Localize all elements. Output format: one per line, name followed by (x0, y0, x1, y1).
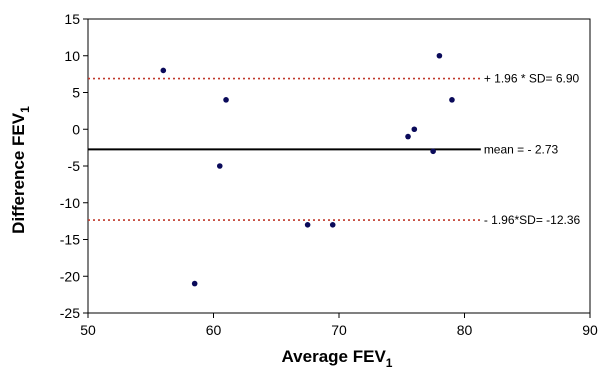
x-tick-label: 80 (457, 322, 473, 338)
data-point (411, 126, 418, 133)
x-tick-label: 70 (331, 322, 347, 338)
data-points (160, 52, 455, 287)
data-point (304, 222, 311, 228)
plot-border (87, 18, 591, 314)
reference-line-label: mean = - 2.73 (484, 142, 559, 156)
y-tick-label: -15 (60, 232, 80, 248)
reference-line-label: + 1.96 * SD= 6.90 (484, 72, 580, 86)
reference-lines: + 1.96 * SD= 6.90 mean = - 2.73 - 1.96*SD=… (88, 72, 581, 227)
y-tick-label: 15 (64, 11, 80, 27)
y-axis-title-main: Difference FEV (9, 112, 28, 234)
x-tick-label: 90 (582, 322, 598, 338)
data-point (160, 67, 167, 74)
y-tick-label: -10 (60, 195, 80, 211)
x-axis: 50 60 70 80 90 (80, 313, 598, 338)
y-axis-title: Difference FEV1 (9, 106, 32, 234)
data-point (405, 133, 411, 140)
y-tick-label: -20 (60, 268, 80, 284)
y-axis: -25 -20 -15 -10 -5 0 5 10 15 (60, 11, 88, 321)
plot-area (87, 18, 591, 314)
y-tick-label: 0 (72, 121, 80, 137)
x-axis-title-main: Average FEV (282, 347, 387, 366)
x-axis-title-subscript: 1 (386, 356, 393, 370)
x-tick-label: 50 (80, 322, 96, 338)
data-point (430, 148, 436, 155)
y-tick-label: -5 (68, 158, 81, 174)
data-point (449, 97, 455, 103)
data-point (191, 280, 198, 287)
data-point (223, 97, 229, 103)
x-axis-title: Average FEV1 (282, 347, 393, 370)
data-point (436, 52, 443, 59)
y-tick-label: 5 (72, 85, 80, 101)
data-point (329, 222, 336, 228)
data-point (216, 163, 223, 169)
y-axis-title-subscript: 1 (18, 106, 32, 113)
y-tick-label: -25 (60, 305, 80, 321)
x-tick-label: 60 (206, 322, 222, 338)
y-tick-label: 10 (64, 48, 80, 64)
reference-line-label: - 1.96*SD= -12.36 (484, 213, 581, 227)
